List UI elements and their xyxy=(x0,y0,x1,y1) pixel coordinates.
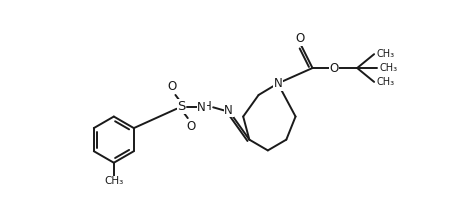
Text: O: O xyxy=(186,120,196,133)
Text: O: O xyxy=(295,32,305,45)
Text: CH₃: CH₃ xyxy=(104,176,124,186)
Text: H: H xyxy=(202,100,212,113)
Text: O: O xyxy=(168,80,177,93)
Text: N: N xyxy=(224,104,233,117)
Text: CH₃: CH₃ xyxy=(376,49,394,59)
Text: N: N xyxy=(273,77,282,90)
Text: S: S xyxy=(177,100,186,113)
Text: CH₃: CH₃ xyxy=(380,63,398,73)
Text: N: N xyxy=(197,101,206,114)
Text: O: O xyxy=(329,62,338,74)
Text: CH₃: CH₃ xyxy=(376,77,394,87)
